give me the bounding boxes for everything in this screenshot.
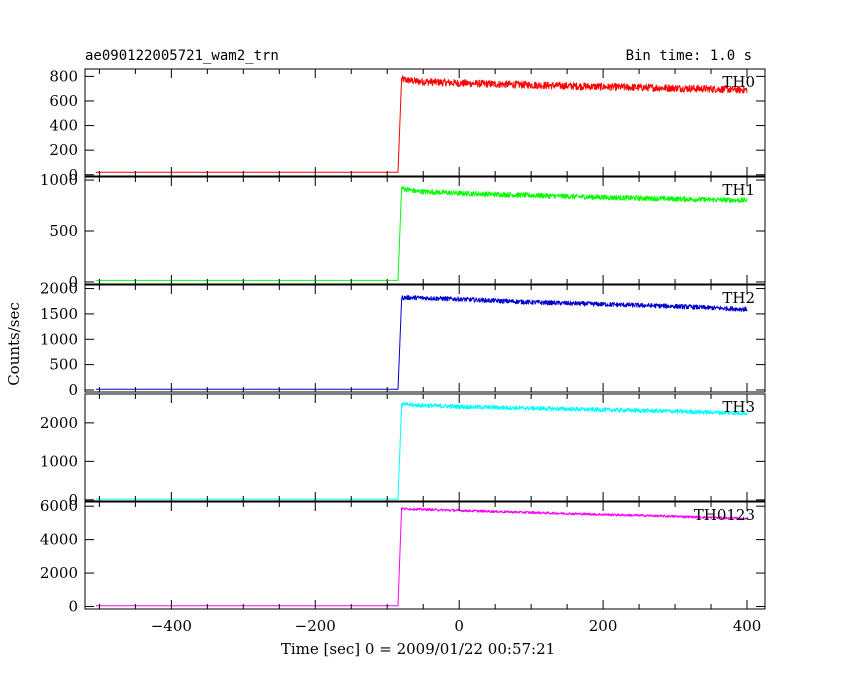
chart-title: ae090122005721_wam2_trn [85,48,279,64]
x-tick-label: 0 [454,617,464,635]
panel-frame-th2 [84,284,766,393]
y-tick-label: 0 [68,166,78,184]
y-tick-label: 800 [49,67,78,85]
y-tick-label: 400 [49,117,78,135]
y-tick-label: 1000 [40,330,78,348]
x-tick-label: 200 [589,617,618,635]
series-line-th3 [95,402,748,500]
y-tick-label: 1000 [40,452,78,470]
y-tick-label: 500 [49,356,78,374]
y-tick-label: 0 [68,491,78,509]
y-tick-label: 0 [68,273,78,291]
series-line-th0123 [95,507,748,607]
y-tick-label: 200 [49,141,78,159]
y-tick-label: 0 [68,381,78,399]
y-axis-label: Counts/sec [5,302,23,386]
y-tick-label: 500 [49,222,78,240]
y-tick-label: 1000 [40,171,78,189]
panels-group: 0 200 400 600 800 TH0 0 500 1000 TH1 0 500 1000 1500 2… [40,67,766,635]
panel-th1: 0 500 1000 TH1 [40,171,766,291]
panel-label-th3: TH3 [722,398,755,416]
panel-th3: 0 1000 2000 TH3 [40,393,766,509]
x-tick-label: 400 [733,617,762,635]
x-tick-label: −400 [151,617,192,635]
panel-th0: 0 200 400 600 800 TH0 [49,67,766,184]
x-axis-label: Time [sec] 0 = 2009/01/22 00:57:21 [281,640,555,658]
y-tick-label: 4000 [40,531,78,549]
panel-frame-th1 [84,176,766,285]
y-tick-label: 2000 [40,414,78,432]
panel-label-th2: TH2 [722,289,755,307]
panel-frame-th0123 [84,501,766,610]
panel-frame-th0 [84,68,766,177]
x-tick-label: −200 [295,617,336,635]
y-tick-label: 600 [49,92,78,110]
y-tick-label: 1500 [40,305,78,323]
panel-label-th0: TH0 [722,73,755,91]
y-tick-label: 0 [68,597,78,615]
panel-frame-th3 [84,393,766,502]
y-tick-label: 2000 [40,564,78,582]
series-line-th0 [95,75,748,173]
y-tick-label: 6000 [40,497,78,515]
series-line-th1 [95,185,748,281]
panel-label-th1: TH1 [722,181,755,199]
panel-label-th0123: TH0123 [694,506,755,524]
y-tick-label: 2000 [40,280,78,298]
panel-th2: 0 500 1000 1500 2000 TH2 [40,280,766,399]
bin-time-label: Bin time: 1.0 s [626,48,752,64]
series-line-th2 [95,294,748,390]
panel-th0123: 0 2000 4000 6000 TH0123 [40,497,766,615]
